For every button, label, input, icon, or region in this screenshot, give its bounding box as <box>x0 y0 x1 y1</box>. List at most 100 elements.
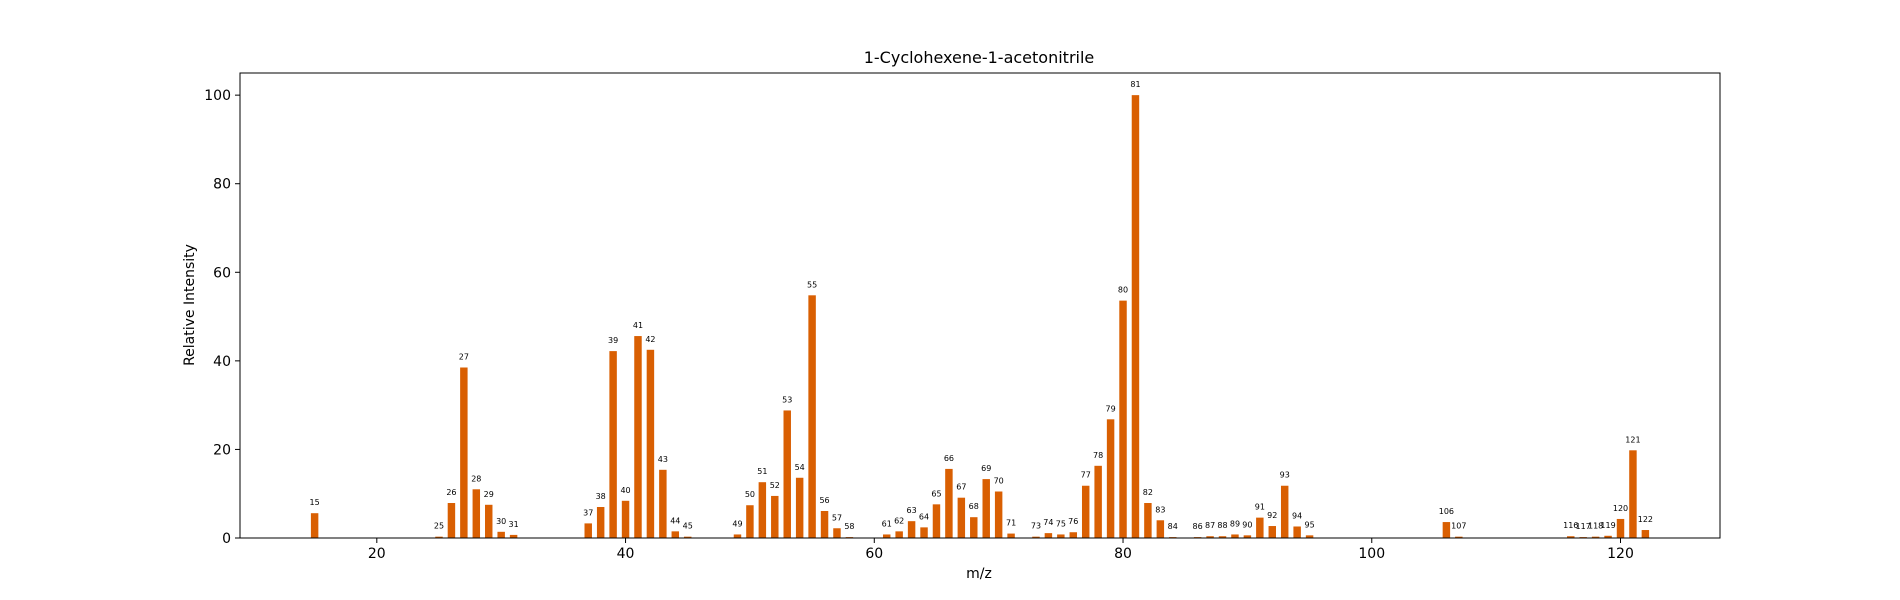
bar-label-mz-54: 54 <box>795 463 805 472</box>
bar-mz-80 <box>1119 300 1127 538</box>
y-tick-label: 80 <box>213 177 231 193</box>
bar-label-mz-50: 50 <box>745 490 755 499</box>
bar-mz-120 <box>1616 518 1625 538</box>
bar-mz-15 <box>310 513 319 538</box>
bar-label-mz-117: 117 <box>1576 522 1591 531</box>
plot-frame <box>239 72 1721 539</box>
bar-mz-26 <box>447 503 456 538</box>
bar-mz-116 <box>1567 536 1575 538</box>
bar-label-mz-37: 37 <box>583 508 593 517</box>
bar-label-mz-82: 82 <box>1143 488 1153 497</box>
bar-label-mz-89: 89 <box>1230 519 1240 528</box>
bar-label-mz-52: 52 <box>770 481 780 490</box>
bar-label-mz-64: 64 <box>919 512 929 521</box>
bar-mz-119 <box>1604 535 1612 538</box>
bar-mz-28 <box>472 489 481 538</box>
bar-label-mz-93: 93 <box>1280 471 1290 480</box>
chart-title: 1-Cyclohexene-1-acetonitrile <box>864 48 1095 67</box>
bar-label-mz-78: 78 <box>1093 451 1103 460</box>
bar-label-mz-66: 66 <box>944 454 954 463</box>
bar-series <box>310 95 1650 538</box>
bar-label-mz-90: 90 <box>1242 520 1252 529</box>
bar-mz-52 <box>771 495 779 538</box>
bar-label-mz-62: 62 <box>894 516 904 525</box>
bar-mz-63 <box>907 521 916 538</box>
bar-mz-87 <box>1206 536 1214 538</box>
bar-mz-40 <box>621 500 630 538</box>
bar-mz-91 <box>1256 517 1264 538</box>
bar-mz-56 <box>820 510 829 538</box>
bar-mz-79 <box>1106 419 1115 538</box>
bar-label-mz-28: 28 <box>471 474 481 483</box>
bar-mz-57 <box>833 528 841 538</box>
bar-label-mz-69: 69 <box>981 464 991 473</box>
bar-mz-70 <box>994 491 1003 538</box>
bar-label-mz-53: 53 <box>782 395 792 404</box>
bar-label-mz-27: 27 <box>459 353 469 362</box>
x-tick-label: 100 <box>1358 546 1385 562</box>
bar-mz-122 <box>1641 530 1650 538</box>
bar-mz-75 <box>1057 534 1065 538</box>
bar-mz-29 <box>485 504 493 538</box>
bar-label-mz-42: 42 <box>645 335 655 344</box>
bar-mz-64 <box>920 527 928 538</box>
bar-mz-71 <box>1007 533 1015 538</box>
bar-label-mz-70: 70 <box>994 477 1004 486</box>
bar-label-mz-91: 91 <box>1255 503 1265 512</box>
bar-label-mz-107: 107 <box>1451 522 1466 531</box>
bar-mz-61 <box>882 534 891 538</box>
bar-label-mz-71: 71 <box>1006 519 1016 528</box>
bar-mz-45 <box>684 536 692 538</box>
y-tick-label: 100 <box>204 88 231 104</box>
bar-mz-106 <box>1442 522 1451 538</box>
bar-mz-67 <box>957 497 966 538</box>
bar-mz-107 <box>1455 536 1463 538</box>
bar-mz-77 <box>1081 485 1090 538</box>
bar-mz-62 <box>895 531 903 538</box>
bar-mz-51 <box>758 482 767 538</box>
bar-label-mz-88: 88 <box>1217 521 1227 530</box>
bar-mz-44 <box>671 531 680 538</box>
bar-mz-78 <box>1094 465 1102 538</box>
bar-label-mz-118: 118 <box>1588 522 1603 531</box>
bar-label-mz-122: 122 <box>1638 515 1653 524</box>
x-tick-label: 40 <box>617 546 635 562</box>
bar-label-mz-44: 44 <box>670 516 680 525</box>
bar-label-mz-39: 39 <box>608 336 618 345</box>
bar-mz-55 <box>808 295 816 538</box>
x-tick-label: 20 <box>368 546 386 562</box>
bar-label-mz-51: 51 <box>757 467 767 476</box>
bar-label-mz-79: 79 <box>1105 404 1115 413</box>
bar-mz-81 <box>1131 95 1140 538</box>
bar-label-mz-116: 116 <box>1563 521 1578 530</box>
y-axis-label: Relative Intensity <box>182 244 198 366</box>
bar-label-mz-30: 30 <box>496 517 506 526</box>
bar-label-mz-41: 41 <box>633 321 643 330</box>
x-tick-label: 60 <box>865 546 883 562</box>
bar-mz-82 <box>1144 503 1152 538</box>
bar-label-mz-84: 84 <box>1168 522 1178 531</box>
bar-mz-92 <box>1268 526 1276 538</box>
bar-mz-118 <box>1591 536 1600 538</box>
bar-label-mz-63: 63 <box>907 506 917 515</box>
bar-label-mz-75: 75 <box>1056 519 1066 528</box>
bar-mz-94 <box>1293 526 1301 538</box>
bar-mz-73 <box>1032 536 1040 538</box>
bar-mz-42 <box>646 349 655 538</box>
bar-mz-39 <box>609 351 617 538</box>
bar-label-mz-119: 119 <box>1600 521 1615 530</box>
bar-label-mz-92: 92 <box>1267 511 1277 520</box>
bar-label-mz-15: 15 <box>310 498 320 507</box>
x-tick-label: 80 <box>1114 546 1132 562</box>
bar-label-mz-43: 43 <box>658 455 668 464</box>
bar-label-mz-86: 86 <box>1193 522 1203 531</box>
bar-mz-74 <box>1044 533 1053 538</box>
bar-mz-95 <box>1305 535 1314 538</box>
bar-mz-41 <box>634 336 642 538</box>
bar-mz-54 <box>795 477 804 538</box>
x-axis-label: m/z <box>966 566 992 582</box>
bar-label-mz-61: 61 <box>882 519 892 528</box>
bar-label-mz-26: 26 <box>446 488 456 497</box>
